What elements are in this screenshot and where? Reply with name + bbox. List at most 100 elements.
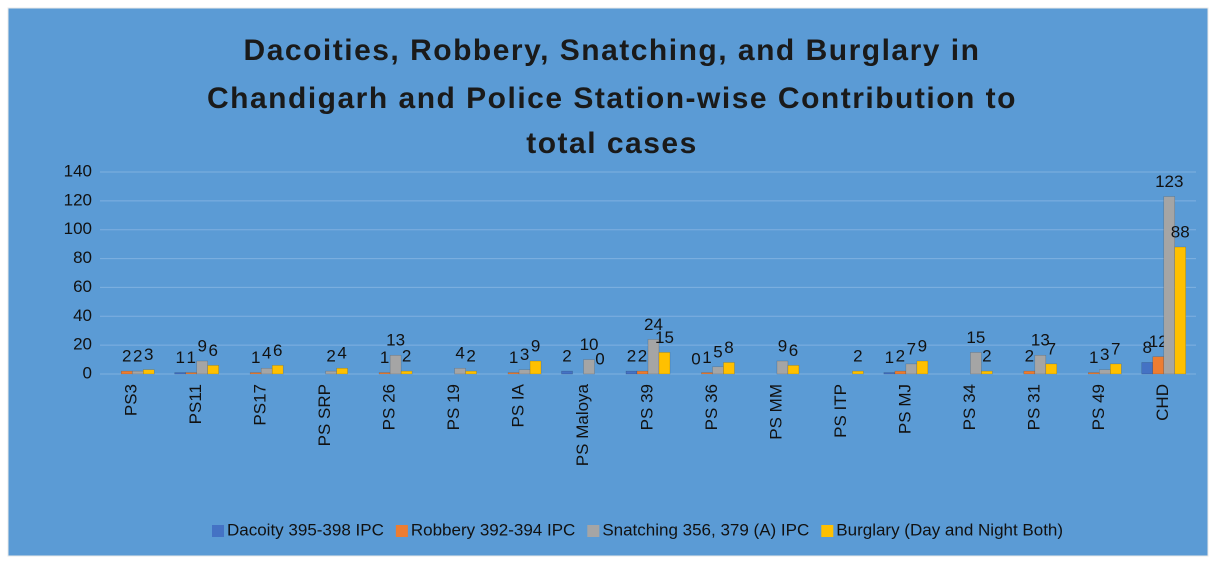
legend-swatch [395, 525, 408, 537]
legend-label: Snatching 356, 379 (A) IPC [602, 520, 809, 539]
chart-title: Dacoities, Robbery, Snatching, and Burgl… [244, 34, 981, 67]
x-tick-label: PS3 [122, 384, 141, 416]
data-label: 9 [197, 336, 206, 355]
legend-swatch [587, 525, 600, 537]
chart-area [7, 7, 1209, 557]
bar [701, 372, 713, 375]
data-label: 7 [1111, 339, 1120, 358]
data-label: 2 [402, 347, 411, 366]
x-tick-label: PS11 [186, 384, 205, 424]
data-label: 3 [520, 345, 529, 364]
data-label: 0 [691, 349, 700, 368]
data-label: 5 [713, 342, 722, 361]
data-label: 3 [1100, 345, 1109, 364]
bar [776, 360, 789, 375]
bar [583, 359, 595, 375]
y-tick-label: 100 [64, 219, 92, 238]
x-tick-label: PS IA [509, 383, 528, 427]
x-tick-label: PS 19 [444, 384, 463, 430]
data-label: 6 [273, 341, 282, 360]
bar [1045, 363, 1058, 375]
bar [852, 370, 864, 375]
data-label: 2 [122, 347, 131, 366]
bar [636, 370, 649, 375]
data-label: 2 [853, 347, 862, 366]
bar [1152, 356, 1165, 375]
x-tick-label: CHD [1153, 384, 1172, 421]
bar [120, 370, 133, 375]
bar [400, 370, 413, 375]
data-label: 7 [1047, 339, 1056, 358]
data-label: 9 [918, 336, 927, 355]
x-tick-label: PS 26 [380, 384, 399, 430]
bar [1099, 369, 1111, 375]
bar [529, 360, 542, 375]
data-label: 15 [655, 328, 674, 347]
legend-label: Dacoity 395-398 IPC [227, 520, 384, 539]
data-label: 8 [1143, 338, 1152, 357]
bar [1023, 370, 1036, 375]
data-label: 8 [724, 338, 733, 357]
data-label: 3 [144, 345, 153, 364]
data-label: 1 [251, 348, 260, 367]
data-label: 4 [337, 344, 346, 363]
bar [981, 370, 993, 375]
bar [905, 363, 918, 375]
y-tick-label: 140 [64, 161, 92, 180]
data-label: 7 [907, 339, 916, 358]
bar [336, 367, 348, 375]
bar [970, 352, 982, 375]
data-label: 123 [1155, 172, 1183, 191]
x-tick-label: PS MJ [895, 384, 914, 434]
data-label: 9 [531, 336, 540, 355]
data-label: 6 [208, 341, 217, 360]
bar [389, 354, 402, 375]
y-tick-label: 20 [73, 335, 92, 354]
bar [1141, 362, 1154, 375]
y-tick-label: 120 [64, 190, 92, 209]
bar [507, 372, 520, 375]
legend-swatch [212, 525, 224, 537]
bar [625, 370, 638, 375]
data-label: 1 [885, 348, 894, 367]
bar [883, 372, 896, 375]
bar [260, 367, 273, 375]
data-label: 2 [982, 347, 991, 366]
x-tick-label: PS 39 [637, 384, 656, 430]
bar [249, 372, 262, 375]
y-tick-label: 80 [73, 248, 92, 267]
bar [131, 370, 144, 375]
data-label: 2 [627, 347, 636, 366]
data-label: 1 [1089, 348, 1098, 367]
legend-swatch [821, 525, 834, 537]
bar [271, 365, 284, 375]
data-label: 2 [896, 347, 905, 366]
x-tick-label: PS 36 [702, 384, 721, 430]
bar [207, 365, 219, 375]
chart-title: Chandigarh and Police Station-wise Contr… [207, 82, 1017, 115]
legend-label: Robbery 392-394 IPC [411, 520, 575, 539]
data-label: 2 [562, 347, 571, 366]
x-tick-label: PS17 [251, 384, 270, 426]
data-label: 2 [133, 347, 142, 366]
data-label: 9 [778, 336, 787, 355]
chart-title: total cases [526, 127, 698, 160]
data-label: 1 [509, 348, 518, 367]
data-label: 24 [644, 315, 663, 334]
data-label: 0 [595, 349, 604, 368]
data-label: 13 [1031, 331, 1050, 350]
data-label: 2 [466, 347, 475, 366]
x-tick-label: PS 49 [1089, 384, 1108, 430]
y-tick-label: 0 [83, 363, 92, 382]
bar [1110, 363, 1122, 375]
x-tick-label: PS 31 [1024, 384, 1043, 430]
data-label: 1 [702, 348, 711, 367]
bar [518, 369, 531, 375]
bar [1174, 246, 1187, 375]
bar [185, 372, 197, 375]
bar [174, 372, 186, 375]
bar [787, 365, 800, 375]
data-label: 10 [580, 335, 599, 354]
data-label: 2 [1025, 347, 1034, 366]
bar [561, 370, 573, 375]
